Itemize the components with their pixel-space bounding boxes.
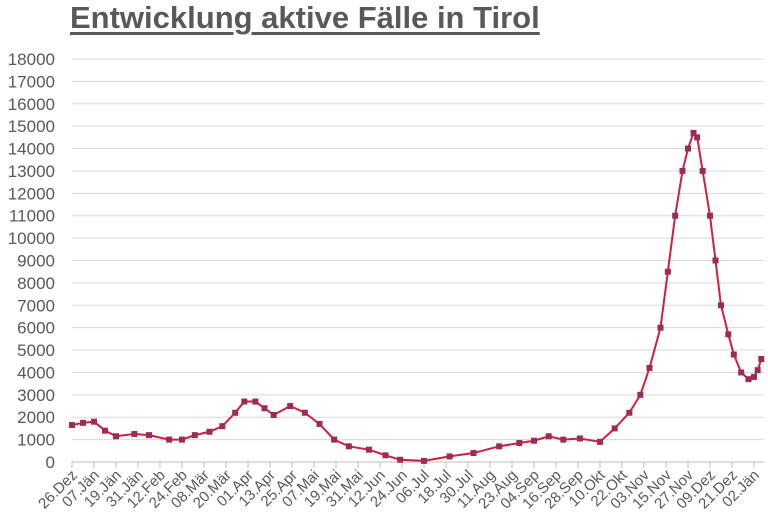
- data-point: [690, 129, 697, 136]
- data-point: [397, 456, 404, 463]
- series-line: [71, 130, 763, 462]
- data-point: [146, 432, 152, 439]
- data-point: [738, 369, 745, 376]
- y-tick-label: 6000: [17, 319, 55, 338]
- data-point: [270, 411, 277, 418]
- y-tick-label: 9000: [17, 252, 55, 271]
- data-point: [664, 268, 671, 275]
- data-point: [366, 446, 372, 453]
- data-point: [113, 433, 119, 440]
- data-point: [745, 376, 752, 383]
- y-tick-label: 3000: [17, 386, 55, 405]
- data-point: [685, 145, 691, 152]
- data-point: [345, 443, 352, 450]
- data-point: [758, 356, 765, 363]
- data-point: [287, 403, 294, 410]
- data-point: [219, 423, 226, 430]
- data-point: [252, 398, 259, 405]
- y-tick-label: 7000: [17, 296, 55, 315]
- data-point: [316, 420, 323, 427]
- y-tick-label: 0: [46, 453, 55, 472]
- data-point: [531, 437, 537, 444]
- y-tick-label: 14000: [8, 140, 55, 159]
- y-tick-label: 8000: [17, 274, 55, 293]
- data-point: [730, 351, 737, 358]
- data-point: [672, 212, 679, 219]
- data-point: [301, 409, 308, 416]
- chart-title: Entwicklung aktive Fälle in Tirol: [70, 0, 540, 35]
- data-point: [694, 134, 701, 141]
- data-point: [516, 439, 523, 446]
- data-point: [545, 433, 552, 440]
- data-point: [754, 367, 761, 374]
- y-tick-label: 10000: [8, 229, 55, 248]
- y-tick-label: 17000: [8, 72, 55, 91]
- data-point: [751, 373, 757, 380]
- data-point: [421, 457, 427, 464]
- data-point: [446, 453, 453, 460]
- data-point: [331, 436, 338, 443]
- data-point: [576, 435, 583, 442]
- y-tick-label: 18000: [8, 50, 55, 69]
- data-point: [102, 427, 108, 434]
- data-point: [637, 391, 644, 398]
- data-point: [261, 405, 268, 412]
- data-point: [712, 257, 719, 264]
- data-point: [657, 324, 664, 331]
- data-point: [718, 302, 724, 309]
- data-point: [626, 409, 633, 416]
- y-tick-label: 4000: [17, 363, 55, 382]
- y-tick-label: 13000: [8, 162, 55, 181]
- data-point: [382, 452, 389, 459]
- data-point: [166, 436, 173, 443]
- data-point: [707, 212, 713, 219]
- data-point: [91, 418, 97, 425]
- y-tick-label: 5000: [17, 341, 55, 360]
- y-tick-label: 11000: [9, 207, 55, 226]
- y-tick-label: 1000: [17, 431, 55, 450]
- y-tick-label: 12000: [8, 184, 55, 203]
- y-tick-label: 2000: [17, 408, 55, 427]
- y-tick-label: 16000: [8, 95, 55, 114]
- data-point: [206, 428, 213, 435]
- data-point: [470, 450, 477, 457]
- data-point: [611, 425, 618, 432]
- data-point: [560, 436, 567, 443]
- data-point: [80, 419, 86, 426]
- data-point: [131, 431, 138, 438]
- data-point: [597, 438, 603, 445]
- data-point: [241, 398, 248, 405]
- data-point: [725, 331, 732, 338]
- data-point: [646, 364, 653, 371]
- data-point: [69, 422, 75, 429]
- data-point: [232, 409, 239, 416]
- data-point: [679, 167, 686, 174]
- data-point: [191, 432, 198, 439]
- data-point: [496, 443, 503, 450]
- y-tick-label: 15000: [8, 117, 55, 136]
- data-point: [179, 436, 185, 443]
- data-point: [699, 167, 706, 174]
